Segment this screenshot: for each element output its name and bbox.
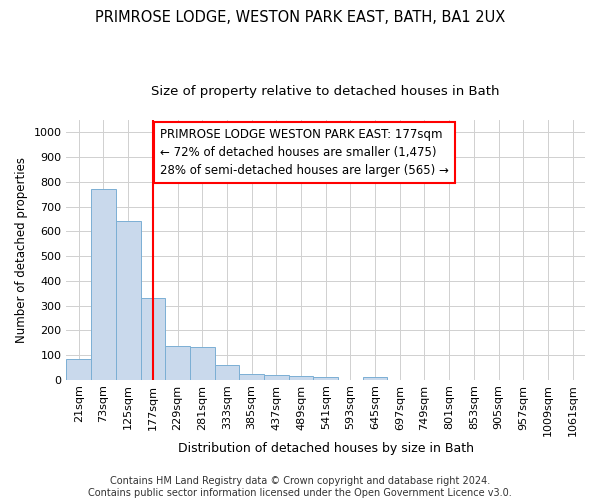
Bar [215,365,239,380]
Bar [140,298,165,380]
Title: Size of property relative to detached houses in Bath: Size of property relative to detached ho… [151,85,500,98]
Bar [91,190,116,380]
Bar [313,377,338,380]
Bar [67,360,91,380]
Y-axis label: Number of detached properties: Number of detached properties [15,157,28,343]
Bar [363,377,388,380]
Bar [190,347,215,380]
Bar [116,222,140,380]
Text: PRIMROSE LODGE WESTON PARK EAST: 177sqm
← 72% of detached houses are smaller (1,: PRIMROSE LODGE WESTON PARK EAST: 177sqm … [160,128,449,177]
Text: Contains HM Land Registry data © Crown copyright and database right 2024.
Contai: Contains HM Land Registry data © Crown c… [88,476,512,498]
X-axis label: Distribution of detached houses by size in Bath: Distribution of detached houses by size … [178,442,474,455]
Bar [239,374,264,380]
Bar [165,346,190,380]
Bar [264,376,289,380]
Bar [289,376,313,380]
Text: PRIMROSE LODGE, WESTON PARK EAST, BATH, BA1 2UX: PRIMROSE LODGE, WESTON PARK EAST, BATH, … [95,10,505,25]
